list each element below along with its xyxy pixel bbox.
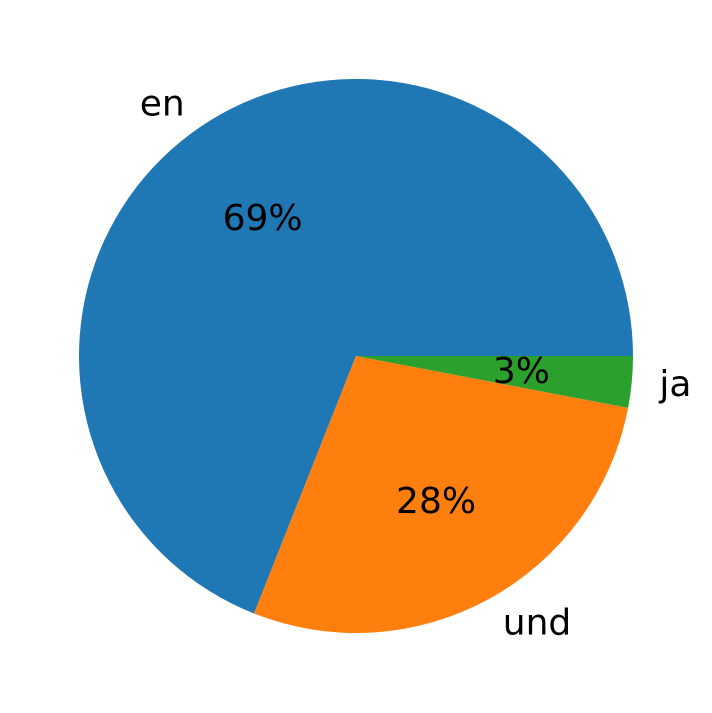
pie-slices [78, 79, 634, 633]
slice-label-und: und [503, 603, 571, 644]
pie-slice-und [254, 356, 629, 633]
slice-label-en: en [140, 83, 185, 124]
pie-slice-en [78, 79, 634, 614]
slice-percent-und: 28% [396, 481, 476, 522]
slice-label-ja: ja [658, 364, 691, 405]
pie-labels: en 69% und 28% ja 3% [140, 83, 692, 643]
slice-percent-ja: 3% [493, 351, 550, 392]
slice-percent-en: 69% [223, 198, 303, 239]
pie-slice-ja [356, 356, 633, 408]
